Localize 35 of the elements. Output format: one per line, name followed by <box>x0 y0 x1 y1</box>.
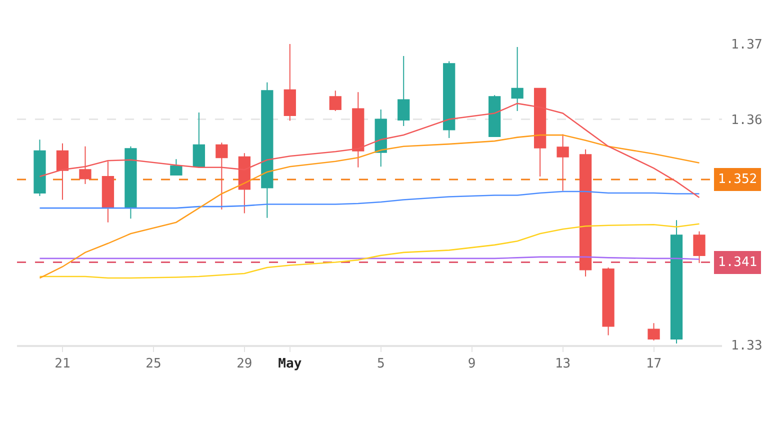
candlestick <box>261 82 274 218</box>
candlestick <box>329 90 342 112</box>
candlestick <box>79 146 92 184</box>
line-series <box>39 223 700 279</box>
candlestick <box>443 60 456 139</box>
candlestick <box>670 220 683 344</box>
candlestick <box>556 134 569 192</box>
x-tick-label: 9 <box>468 356 476 372</box>
y-tick-label: 1.33 <box>731 338 762 354</box>
x-tick-label: 21 <box>54 356 70 372</box>
ref-line-label: 1.341 <box>718 255 758 270</box>
x-tick-label: 29 <box>236 356 252 372</box>
candlestick <box>602 266 614 336</box>
y-tick-label: 1.36 <box>731 112 762 128</box>
y-tick-label: 1.37 <box>731 38 762 53</box>
candlestick <box>170 158 182 176</box>
x-tick-label: 25 <box>146 356 162 372</box>
candlestick <box>374 108 387 168</box>
x-tick-label: 13 <box>554 356 571 372</box>
candlestick <box>192 112 206 168</box>
candlestick <box>579 148 592 278</box>
candlestick <box>693 230 706 264</box>
x-tick-label: 5 <box>376 356 385 372</box>
candlestick <box>284 44 296 122</box>
line-series <box>39 190 700 209</box>
line-series <box>39 134 700 279</box>
x-tick-label: May <box>278 356 302 372</box>
candlestick <box>488 94 501 138</box>
x-tick-label: 17 <box>646 356 662 372</box>
candlestick <box>648 322 660 341</box>
candlestick <box>124 146 137 220</box>
candlestick <box>511 46 524 112</box>
candlestick <box>398 56 410 127</box>
ref-line-label: 1.352 <box>718 172 758 187</box>
candlestick <box>34 139 46 197</box>
